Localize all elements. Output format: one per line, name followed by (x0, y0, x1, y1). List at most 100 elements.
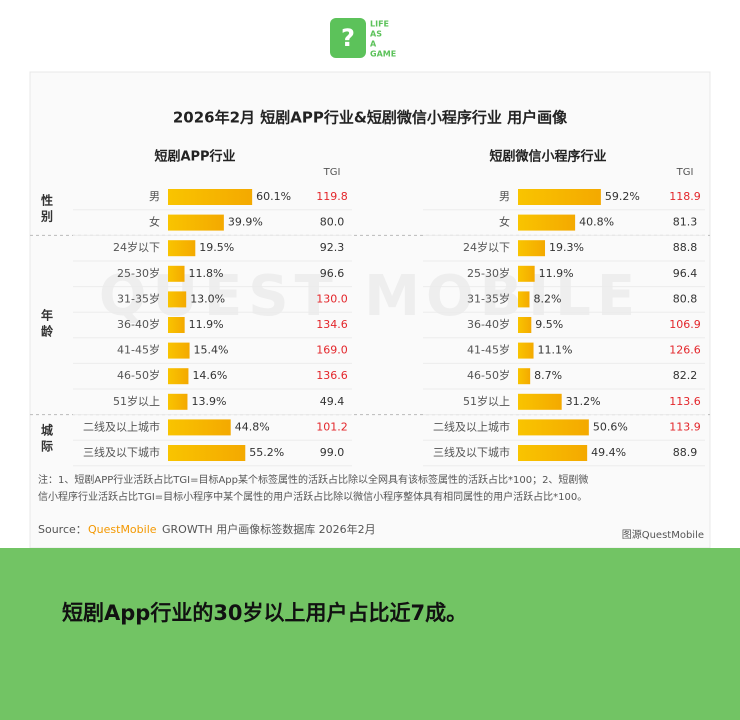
bar (518, 189, 601, 205)
category-label: 三线及以下城市 (433, 445, 510, 459)
bar (168, 291, 187, 308)
tgi-value: 118.9 (669, 190, 701, 203)
bar (518, 291, 530, 308)
value-label: 11.9% (539, 267, 574, 280)
category-label: 25-30岁 (117, 266, 160, 280)
value-label: 19.5% (199, 241, 234, 254)
section-label: 年龄 (40, 308, 54, 341)
value-label: 13.0% (190, 292, 225, 305)
value-label: 50.6% (593, 420, 628, 433)
bar (168, 445, 246, 461)
logo-word: A (370, 40, 377, 49)
bar (168, 393, 188, 410)
value-label: 60.1% (256, 190, 291, 203)
value-label: 39.9% (228, 216, 263, 229)
tgi-header: TGI (676, 167, 694, 178)
value-label: 49.4% (591, 446, 626, 459)
tgi-value: 96.4 (673, 267, 698, 280)
caption-band (0, 548, 740, 720)
bar (168, 419, 231, 436)
infographic-card (29, 71, 711, 549)
tgi-value: 96.6 (320, 267, 345, 280)
value-label: 55.2% (249, 446, 284, 459)
chart-title: 短剧APP行业 (154, 149, 235, 165)
tgi-value: 88.9 (673, 446, 698, 459)
bar (168, 317, 185, 333)
tgi-value: 113.9 (669, 420, 701, 433)
category-label: 41-45岁 (117, 343, 160, 357)
value-label: 9.5% (535, 318, 563, 331)
tgi-value: 106.9 (669, 318, 701, 331)
image-credit: 图源QuestMobile (622, 528, 704, 541)
bar (168, 214, 224, 231)
tgi-value: 101.2 (316, 420, 348, 433)
bar (518, 419, 589, 436)
tgi-value: 80.0 (320, 216, 345, 229)
tgi-value: 99.0 (320, 446, 345, 459)
tgi-value: 49.4 (320, 395, 345, 408)
category-label: 41-45岁 (467, 343, 510, 357)
category-label: 二线及以上城市 (433, 419, 510, 433)
chart-title: 短剧微信小程序行业 (489, 149, 606, 165)
category-label: 24岁以下 (113, 240, 160, 254)
note-line: 注：1、短剧APP行业活跃占比TGI=目标App某个标签属性的活跃占比除以全网具… (38, 473, 588, 486)
category-label: 女 (149, 215, 160, 229)
value-label: 31.2% (566, 395, 601, 408)
section-label: 性别 (40, 192, 54, 225)
value-label: 19.3% (549, 241, 584, 254)
value-label: 11.9% (189, 318, 224, 331)
bar (518, 214, 576, 231)
tgi-value: 88.8 (673, 241, 698, 254)
tgi-value: 81.3 (673, 216, 698, 229)
category-label: 25-30岁 (467, 266, 510, 280)
source-brand: QuestMobile (88, 523, 157, 536)
value-label: 15.4% (194, 344, 229, 357)
bar (518, 393, 562, 410)
tgi-value: 134.6 (316, 318, 348, 331)
tgi-value: 126.6 (669, 344, 701, 357)
bar (168, 240, 196, 257)
category-label: 46-50岁 (117, 368, 160, 382)
value-label: 14.6% (192, 369, 227, 382)
bar (518, 265, 535, 282)
value-label: 13.9% (191, 395, 226, 408)
category-label: 36-40岁 (467, 317, 510, 331)
tgi-value: 80.8 (673, 292, 698, 305)
category-label: 女 (499, 215, 510, 229)
source-text: GROWTH 用户画像标签数据库 2026年2月 (162, 522, 376, 536)
infographic-title: 2026年2月 短剧APP行业&短剧微信小程序行业 用户画像 (173, 109, 568, 127)
logo-word: GAME (370, 50, 396, 59)
category-label: 31-35岁 (117, 291, 160, 305)
tgi-header: TGI (323, 167, 341, 178)
section-label: 城际 (40, 423, 54, 456)
value-label: 11.1% (538, 344, 573, 357)
category-label: 51岁以上 (113, 394, 160, 408)
bar (518, 368, 531, 385)
category-label: 24岁以下 (463, 240, 510, 254)
category-label: 三线及以下城市 (83, 445, 160, 459)
logo-icon-mark: ? (341, 24, 355, 52)
tgi-value: 130.0 (316, 292, 348, 305)
logo-icon (330, 18, 366, 58)
caption: 短剧App行业的30岁以上用户占比近7成。 (62, 601, 467, 625)
tgi-value: 169.0 (316, 344, 348, 357)
bar (518, 445, 588, 461)
category-label: 男 (499, 190, 510, 203)
category-label: 51岁以上 (463, 394, 510, 408)
category-label: 二线及以上城市 (83, 419, 160, 433)
category-label: 男 (149, 190, 160, 203)
tgi-value: 113.6 (669, 395, 701, 408)
value-label: 40.8% (579, 216, 614, 229)
tgi-value: 119.8 (316, 190, 348, 203)
bar (168, 265, 185, 282)
category-label: 46-50岁 (467, 368, 510, 382)
watermark: QUEST MOBILE (99, 264, 641, 329)
category-label: 31-35岁 (467, 291, 510, 305)
tgi-value: 82.2 (673, 369, 698, 382)
category-label: 36-40岁 (117, 317, 160, 331)
bar (168, 189, 253, 205)
value-label: 59.2% (605, 190, 640, 203)
bar (518, 317, 532, 333)
value-label: 8.2% (533, 292, 561, 305)
